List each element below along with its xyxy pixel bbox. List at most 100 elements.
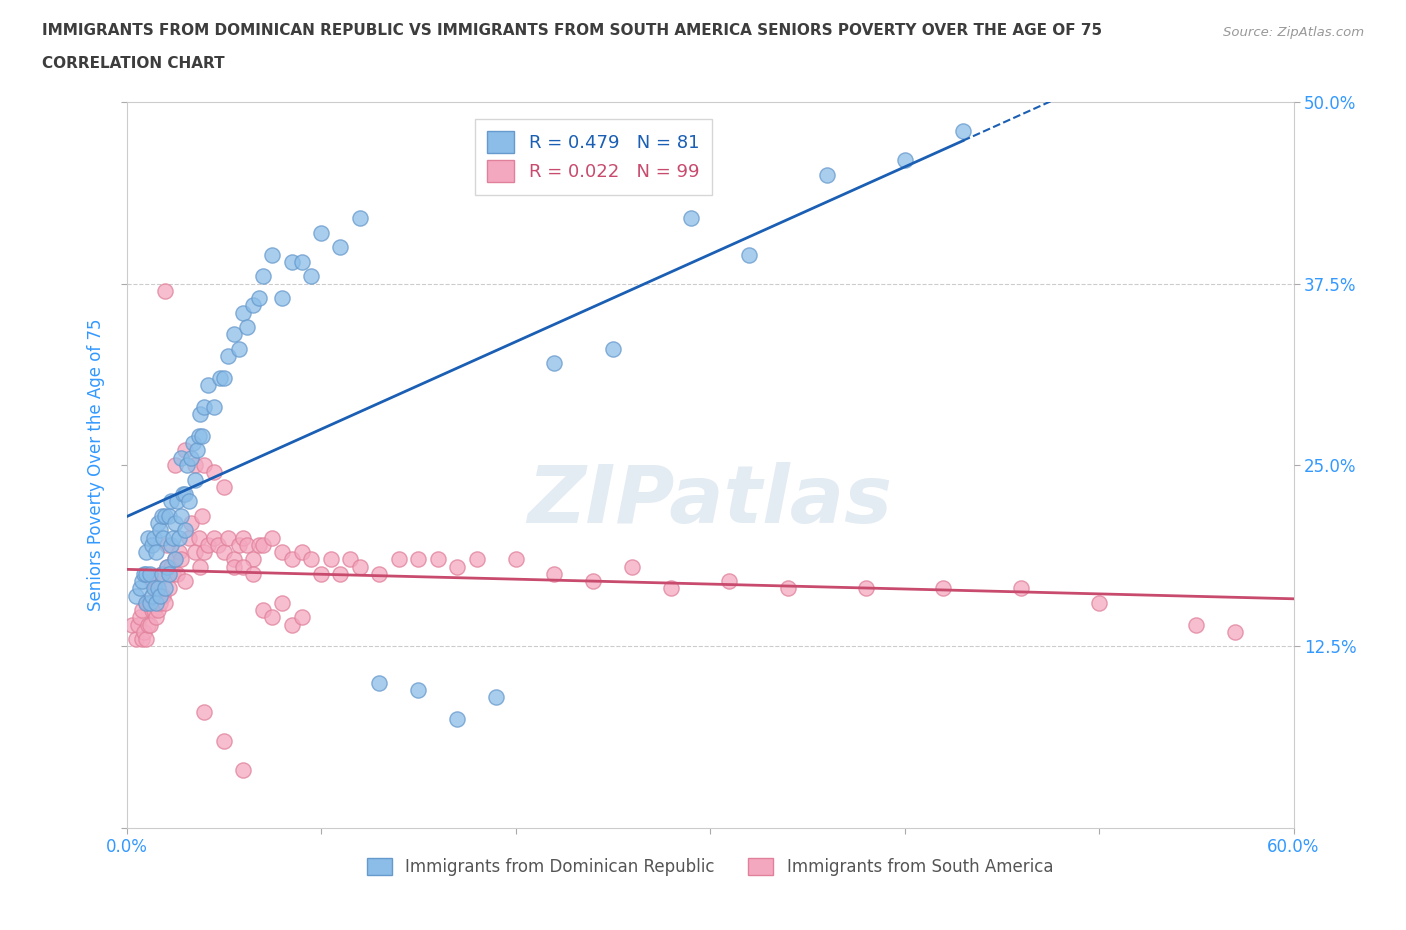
- Point: [131, 574, 153, 589]
- Point: [146, 603, 169, 618]
- Point: [349, 211, 371, 226]
- Point: [146, 581, 169, 596]
- Point: [485, 690, 508, 705]
- Point: [162, 566, 184, 581]
- Point: [174, 523, 197, 538]
- Point: [319, 551, 342, 566]
- Point: [156, 559, 179, 574]
- Point: [145, 581, 167, 596]
- Point: [141, 603, 163, 618]
- Point: [446, 559, 468, 574]
- Point: [170, 509, 193, 524]
- Point: [157, 509, 180, 524]
- Point: [142, 603, 165, 618]
- Point: [150, 566, 173, 581]
- Text: IMMIGRANTS FROM DOMINICAN REPUBLIC VS IMMIGRANTS FROM SOUTH AMERICA SENIORS POVE: IMMIGRANTS FROM DOMINICAN REPUBLIC VS IM…: [42, 23, 1102, 38]
- Point: [329, 240, 352, 255]
- Legend: Immigrants from Dominican Republic, Immigrants from South America: Immigrants from Dominican Republic, Immi…: [359, 850, 1062, 884]
- Point: [202, 530, 225, 545]
- Point: [309, 225, 332, 240]
- Point: [160, 494, 183, 509]
- Point: [242, 551, 264, 566]
- Point: [165, 551, 187, 566]
- Point: [135, 631, 157, 646]
- Point: [1010, 581, 1032, 596]
- Point: [183, 458, 205, 472]
- Point: [543, 566, 565, 581]
- Point: [172, 486, 194, 501]
- Point: [160, 538, 183, 552]
- Point: [232, 530, 254, 545]
- Point: [165, 458, 187, 472]
- Point: [155, 581, 177, 596]
- Point: [776, 581, 799, 596]
- Point: [446, 711, 468, 726]
- Text: ZIPatlas: ZIPatlas: [527, 462, 893, 540]
- Point: [388, 551, 411, 566]
- Point: [368, 675, 391, 690]
- Point: [191, 509, 214, 524]
- Point: [180, 515, 202, 530]
- Point: [271, 291, 294, 306]
- Point: [893, 153, 915, 167]
- Point: [222, 551, 245, 566]
- Point: [212, 479, 235, 494]
- Point: [157, 566, 180, 581]
- Point: [187, 530, 209, 545]
- Point: [132, 566, 155, 581]
- Point: [135, 595, 157, 610]
- Point: [127, 618, 149, 632]
- Point: [252, 603, 274, 618]
- Point: [145, 545, 167, 560]
- Point: [1185, 618, 1208, 632]
- Point: [329, 566, 352, 581]
- Point: [142, 530, 165, 545]
- Point: [155, 595, 177, 610]
- Point: [180, 450, 202, 465]
- Point: [146, 515, 169, 530]
- Point: [197, 538, 219, 552]
- Point: [156, 538, 179, 552]
- Point: [339, 551, 361, 566]
- Point: [602, 341, 624, 356]
- Point: [141, 538, 163, 552]
- Point: [202, 400, 225, 415]
- Point: [932, 581, 955, 596]
- Point: [207, 538, 229, 552]
- Point: [232, 305, 254, 320]
- Point: [174, 486, 197, 501]
- Point: [228, 538, 250, 552]
- Point: [190, 559, 212, 574]
- Point: [160, 559, 183, 574]
- Point: [191, 429, 214, 444]
- Point: [349, 559, 371, 574]
- Point: [152, 530, 174, 545]
- Point: [262, 247, 284, 262]
- Point: [121, 618, 143, 632]
- Point: [309, 566, 332, 581]
- Point: [281, 255, 304, 270]
- Point: [679, 211, 702, 226]
- Point: [170, 450, 193, 465]
- Point: [426, 551, 449, 566]
- Point: [139, 566, 162, 581]
- Point: [222, 559, 245, 574]
- Point: [174, 443, 197, 458]
- Point: [232, 559, 254, 574]
- Point: [212, 545, 235, 560]
- Point: [181, 436, 204, 451]
- Point: [135, 545, 157, 560]
- Point: [465, 551, 488, 566]
- Point: [1088, 595, 1111, 610]
- Point: [252, 538, 274, 552]
- Point: [162, 530, 184, 545]
- Point: [141, 588, 163, 603]
- Point: [145, 595, 167, 610]
- Y-axis label: Seniors Poverty Over the Age of 75: Seniors Poverty Over the Age of 75: [87, 319, 105, 611]
- Point: [262, 530, 284, 545]
- Point: [183, 545, 205, 560]
- Point: [152, 588, 174, 603]
- Point: [150, 588, 173, 603]
- Point: [170, 551, 193, 566]
- Point: [197, 378, 219, 392]
